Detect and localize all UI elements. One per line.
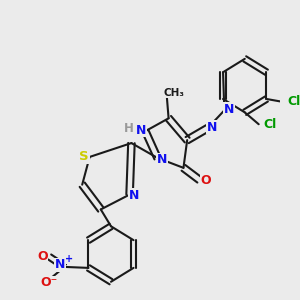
Text: N: N [136, 124, 146, 137]
Text: S: S [79, 150, 89, 164]
Text: CH₃: CH₃ [164, 88, 185, 98]
Text: H: H [124, 122, 134, 135]
Text: O: O [37, 250, 48, 263]
Text: N: N [207, 121, 217, 134]
Text: N: N [157, 153, 167, 167]
Text: Cl: Cl [263, 118, 277, 131]
Text: N: N [55, 258, 65, 272]
Text: N: N [129, 189, 140, 202]
Text: Cl: Cl [288, 95, 300, 108]
Text: +: + [65, 254, 73, 264]
Text: O⁻: O⁻ [40, 276, 57, 289]
Text: O: O [200, 174, 211, 187]
Text: N: N [224, 103, 234, 116]
